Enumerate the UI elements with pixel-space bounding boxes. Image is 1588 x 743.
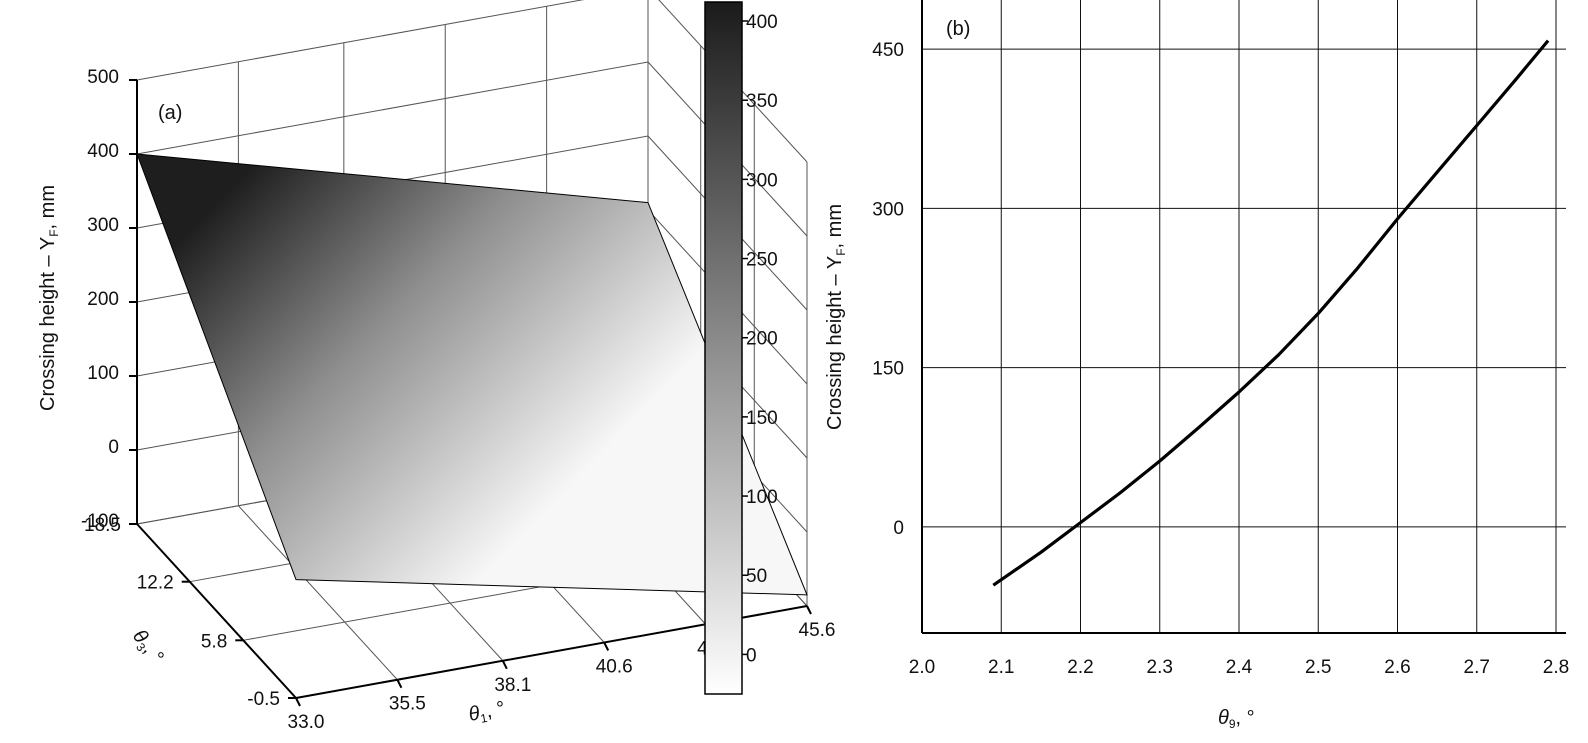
panel-a-x-tick [501,660,508,670]
panel-b-line-chart: 2.0 2.1 2.2 2.3 2.4 2.5 2.6 2.7 2.8 0 150 300 450 (… [824,0,1569,731]
panel-a-x-axis-label: θ1, ° [467,697,508,728]
panel-a-surface [136,153,808,596]
panel-b-y-tick-label: 0 [893,518,904,539]
panel-b-x-tick-label: 2.7 [1464,657,1490,678]
panel-a-x-tick [806,605,812,615]
panel-b-x-tick-label: 2.3 [1147,657,1173,678]
panel-b-x-tick-label: 2.4 [1226,657,1253,678]
panel-a-z-tick-label: -100 [81,511,119,532]
panel-b-y-axis-label: Crossing height – YF, mm [824,204,848,430]
panel-b-x-tick-label: 2.8 [1543,657,1569,678]
colorbar-tick-label: 200 [746,329,778,350]
panel-a-z-tick-label: 500 [87,67,119,88]
panel-a-x-tick-label: 33.0 [288,712,325,733]
colorbar-ticks: 0 50 100 150 200 250 300 350 400 [742,12,778,666]
panel-a-y-tick-label: -0.5 [247,689,280,710]
panel-b-y-tick-label: 450 [872,40,904,61]
panel-a-x-tick [396,679,403,689]
panel-b-x-tick-labels: 2.0 2.1 2.2 2.3 2.4 2.5 2.6 2.7 2.8 [909,657,1569,678]
panel-a-y-tick-label: 12.2 [137,573,174,594]
colorbar-tick-label: 250 [746,250,778,271]
panel-b-series-line [992,39,1550,587]
panel-b-x-tick-label: 2.6 [1384,657,1410,678]
panel-a-tag: (a) [158,102,182,124]
panel-b-tag: (b) [946,18,970,40]
panel-a-x-tick [603,642,610,651]
panel-b-x-tick-label: 2.2 [1067,657,1093,678]
panel-a-x-tick [295,697,301,707]
panel-a-y-tick-label: 18.5 [84,515,121,536]
panel-b-y-tick-label: 150 [872,359,904,380]
panel-b-axes [921,0,1566,634]
panel-a-back-wall-hline [136,0,585,81]
panel-b-y-tick-label: 300 [872,199,904,220]
panel-a-back-wall-hline [136,61,649,155]
panel-a-x-tick-label: 35.5 [389,694,426,715]
panel-a-z-tick-label: 200 [87,289,119,310]
colorbar-tick-label: 300 [746,170,778,191]
colorbar-tick-label: 0 [746,645,757,666]
panel-a-x-tick-label: 38.1 [494,675,531,696]
colorbar-tick-label: 100 [746,487,778,508]
panel-b-x-tick-label: 2.5 [1305,657,1331,678]
panel-a-y-axis-label: θ3, ° [126,626,167,670]
panel-a-y-axis [136,523,297,699]
panel-a-z-tick-labels: -100 0 100 200 300 400 500 [81,67,119,532]
panel-b-y-tick-labels: 0 150 300 450 [872,40,904,539]
panel-a-z-tick-label: 400 [87,141,119,162]
colorbar-tick-label: 350 [746,91,778,112]
colorbar-gradient [704,1,743,695]
panel-a-floor-xline [238,505,398,681]
panel-b-x-tick-label: 2.0 [909,657,935,678]
panel-a-z-axis-label: Crossing height – YF, mm [37,185,61,411]
panel-a-x-tick-label: 45.6 [799,620,836,641]
panel-a-x-tick-labels: 33.035.538.140.643.145.6 [288,620,836,733]
panel-a-z-tick-label: 100 [87,363,119,384]
panel-a-z-tick-label: 300 [87,215,119,236]
panel-a-3d-surface: 33.035.538.140.643.145.6 -0.55.812.218.5… [37,0,835,733]
panel-a-x-tick-label: 40.6 [596,657,633,678]
panel-a-y-tick-labels: -0.5 5.8 12.2 18.5 [84,515,280,710]
panel-a-y-tick-label: 5.8 [201,631,227,652]
panel-b-x-axis-label: θ9, ° [1218,707,1255,731]
colorbar: 0 50 100 150 200 250 300 350 400 [704,1,778,695]
colorbar-tick-label: 400 [746,12,778,33]
panel-b-tag-box [938,8,978,40]
colorbar-tick-label: 50 [746,566,767,587]
colorbar-tick-label: 150 [746,408,778,429]
panel-b-grid [921,0,1566,633]
panel-b-x-tick-label: 2.1 [988,657,1014,678]
panel-a-z-tick-label: 0 [108,437,119,458]
